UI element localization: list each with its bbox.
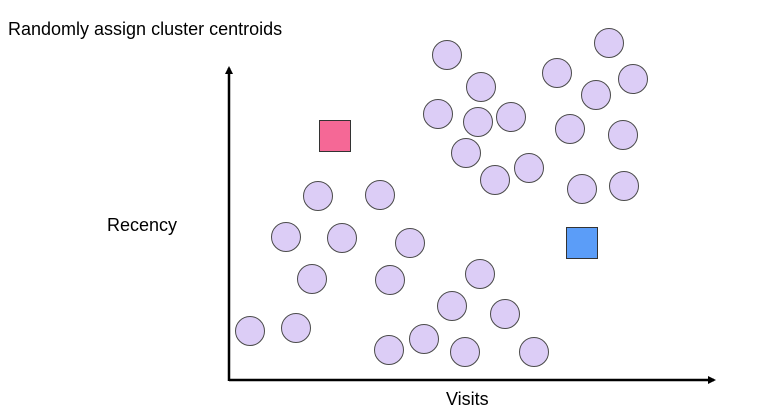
x-axis-label: Visits	[446, 389, 489, 409]
data-point	[281, 313, 311, 343]
data-point	[555, 114, 585, 144]
data-point	[519, 337, 549, 367]
cluster-centroid	[319, 120, 351, 152]
centroids	[319, 120, 598, 259]
data-point	[514, 153, 544, 183]
data-point	[271, 222, 301, 252]
data-point	[465, 259, 495, 289]
data-point	[542, 58, 572, 88]
data-point	[581, 80, 611, 110]
data-point	[480, 165, 510, 195]
data-point	[423, 99, 453, 129]
data-point	[567, 174, 597, 204]
data-point	[451, 138, 481, 168]
data-point	[608, 120, 638, 150]
data-point	[432, 40, 462, 70]
data-point	[618, 64, 648, 94]
data-point	[395, 228, 425, 258]
data-points	[235, 28, 648, 367]
data-point	[297, 264, 327, 294]
data-point	[303, 181, 333, 211]
data-point	[235, 316, 265, 346]
data-point	[466, 72, 496, 102]
data-point	[327, 223, 357, 253]
cluster-centroid	[566, 227, 598, 259]
data-point	[594, 28, 624, 58]
data-point	[609, 171, 639, 201]
data-point	[437, 291, 467, 321]
data-point	[365, 180, 395, 210]
data-point	[374, 335, 404, 365]
data-point	[375, 265, 405, 295]
data-point	[463, 107, 493, 137]
data-point	[409, 324, 439, 354]
diagram-title: Randomly assign cluster centroids	[8, 19, 283, 39]
data-point	[490, 299, 520, 329]
data-point	[450, 337, 480, 367]
data-point	[496, 102, 526, 132]
y-axis-label: Recency	[107, 215, 178, 235]
